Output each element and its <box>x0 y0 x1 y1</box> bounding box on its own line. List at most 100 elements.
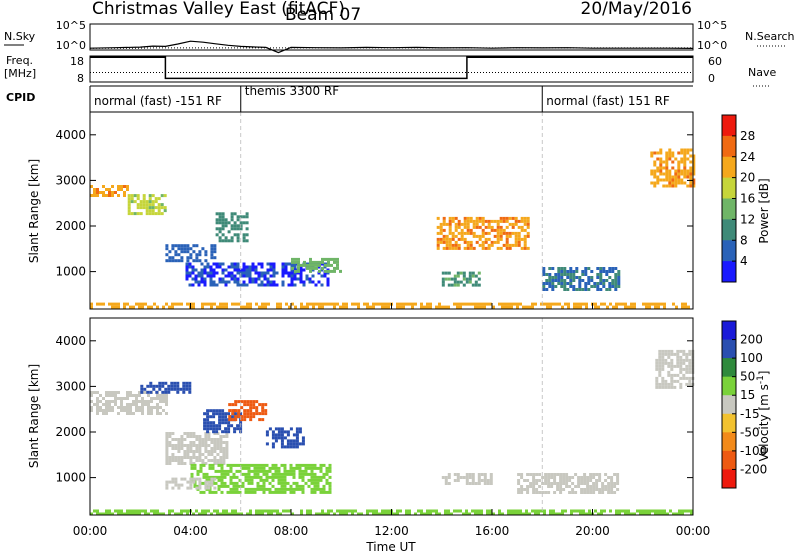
data-cell-0 <box>90 194 93 197</box>
data-cell-6 <box>466 222 470 226</box>
data-cell-3 <box>212 409 216 413</box>
data-cell-4 <box>230 277 234 281</box>
data-cell-10 <box>165 302 168 306</box>
data-cell-4 <box>212 262 216 266</box>
data-cell-4 <box>281 283 285 287</box>
data-cell-10 <box>138 302 141 306</box>
data-cell-4 <box>254 268 258 272</box>
data-cell-0 <box>135 403 138 406</box>
data-cell-5 <box>330 263 333 267</box>
data-cell-6 <box>436 246 440 250</box>
data-cell-4 <box>272 283 276 287</box>
data-cell-0 <box>105 188 108 191</box>
data-cell-0 <box>90 394 93 397</box>
data-cell-11 <box>423 512 426 516</box>
data-cell-3 <box>230 415 234 419</box>
data-cell-8 <box>459 476 463 479</box>
data-cell-10 <box>498 302 501 306</box>
data-cell-9 <box>674 184 678 188</box>
data-cell-3 <box>233 212 237 216</box>
data-cell-2 <box>174 444 178 447</box>
data-cell-9 <box>616 479 620 482</box>
data-cell-4 <box>224 280 228 284</box>
data-cell-1 <box>145 209 149 213</box>
data-cell-10 <box>657 302 660 306</box>
data-cell-5 <box>220 466 224 470</box>
data-cell-1 <box>145 200 149 204</box>
data-cell-8 <box>566 276 570 279</box>
data-cell-1 <box>140 387 144 391</box>
data-cell-10 <box>682 376 686 380</box>
data-cell-10 <box>486 302 489 306</box>
data-cell-2 <box>213 250 217 254</box>
data-cell-11 <box>210 512 213 516</box>
data-cell-3 <box>227 430 231 434</box>
data-cell-5 <box>247 478 251 482</box>
data-cell-3 <box>209 427 213 431</box>
data-cell-2 <box>222 459 226 462</box>
data-cell-10 <box>333 302 336 306</box>
data-cell-0 <box>129 403 132 406</box>
data-cell-10 <box>381 302 384 306</box>
data-cell-4 <box>261 406 265 410</box>
data-cell-9 <box>680 172 684 176</box>
data-cell-4 <box>227 265 231 269</box>
data-cell-5 <box>229 487 233 491</box>
data-cell-9 <box>565 479 569 482</box>
data-cell-8 <box>614 282 618 285</box>
data-cell-10 <box>381 305 384 309</box>
data-cell-4 <box>237 415 241 419</box>
data-cell-5 <box>301 484 305 488</box>
data-cell-11 <box>372 509 375 513</box>
data-cell-10 <box>672 302 675 306</box>
data-cell-10 <box>682 361 686 365</box>
data-cell-5 <box>280 490 284 494</box>
data-cell-6 <box>523 243 527 247</box>
data-cell-3 <box>218 415 222 419</box>
data-cell-8 <box>471 476 475 479</box>
data-cell-9 <box>544 473 548 476</box>
data-cell-10 <box>658 358 662 362</box>
data-cell-2 <box>168 432 172 435</box>
data-cell-2 <box>168 250 172 254</box>
data-cell-11 <box>639 509 642 513</box>
data-cell-5 <box>262 487 266 491</box>
data-cell-8 <box>548 276 552 279</box>
data-cell-10 <box>117 302 120 306</box>
data-cell-5 <box>256 475 260 479</box>
data-cell-8 <box>596 285 600 288</box>
data-cell-0 <box>147 406 150 409</box>
data-cell-4 <box>266 283 270 287</box>
data-cell-4 <box>249 415 253 419</box>
data-cell-7 <box>280 442 284 446</box>
data-cell-3 <box>224 412 228 416</box>
data-cell-9 <box>656 157 660 161</box>
data-cell-7 <box>295 439 299 443</box>
data-cell-5 <box>196 469 200 473</box>
data-cell-0 <box>153 406 156 409</box>
data-cell-10 <box>528 305 531 309</box>
data-cell-3 <box>209 424 213 428</box>
data-cell-9 <box>659 148 663 152</box>
data-cell-9 <box>520 476 524 479</box>
data-cell-8 <box>575 288 579 291</box>
data-cell-5 <box>325 472 329 476</box>
data-cell-0 <box>96 391 99 394</box>
data-cell-4 <box>305 277 309 281</box>
data-cell-5 <box>241 484 245 488</box>
data-cell-2 <box>180 259 184 263</box>
data-cell-11 <box>531 509 534 513</box>
data-cell-8 <box>542 270 546 273</box>
data-cell-5 <box>286 469 290 473</box>
data-cell-2 <box>213 441 217 444</box>
data-cell-8 <box>566 282 570 285</box>
data-cell-1 <box>127 203 131 207</box>
data-cell-6 <box>526 231 530 235</box>
data-cell-6 <box>460 237 464 241</box>
data-cell-9 <box>586 491 590 494</box>
data-cell-10 <box>114 305 117 309</box>
data-cell-0 <box>111 406 114 409</box>
data-cell-1 <box>176 387 180 391</box>
data-cell-9 <box>589 476 593 479</box>
data-cell-9 <box>598 473 602 476</box>
